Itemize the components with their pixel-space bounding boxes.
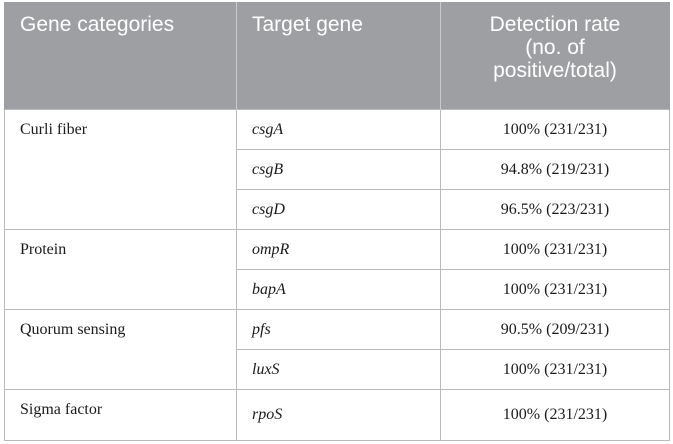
header-row: Gene categories Target gene Detection ra… [4, 2, 670, 110]
category-cell: Protein [4, 229, 237, 310]
rate-cell: 100% (231/231) [440, 109, 670, 150]
gene-cell: csgA [236, 109, 441, 150]
rate-cell: 100% (231/231) [440, 389, 670, 441]
category-cell: Quorum sensing [4, 309, 237, 390]
table-row: luxS 100% (231/231) [5, 349, 670, 390]
header-detection-rate: Detection rate (no. of positive/total) [440, 2, 670, 110]
gene-cell: csgB [236, 149, 441, 190]
rate-cell: 100% (231/231) [440, 349, 670, 390]
table-row: Quorum sensing pfs 90.5% (209/231) [4, 309, 670, 390]
gene-cell: bapA [236, 269, 441, 310]
table-row: Sigma factor rpoS 100% (231/231) [4, 389, 670, 441]
rate-cell: 100% (231/231) [440, 269, 670, 310]
gene-cell: pfs [236, 309, 441, 350]
gene-cell: csgD [236, 189, 441, 230]
header-gene-categories: Gene categories [4, 2, 237, 110]
table-row: Protein ompR 100% (231/231) [4, 229, 670, 310]
gene-detection-table: Gene categories Target gene Detection ra… [4, 2, 670, 441]
rate-cell: 94.8% (219/231) [440, 149, 670, 190]
rate-cell: 100% (231/231) [440, 229, 670, 270]
category-cell: Curli fiber [4, 109, 237, 230]
table-row: csgD 96.5% (223/231) [5, 189, 670, 230]
rate-cell: 90.5% (209/231) [440, 309, 670, 350]
table-header: Gene categories Target gene Detection ra… [4, 2, 670, 110]
gene-cell: luxS [236, 349, 441, 390]
table-row: csgB 94.8% (219/231) [5, 149, 670, 190]
gene-cell: ompR [236, 229, 441, 270]
header-detection-rate-line-3: positive/total) [493, 59, 617, 82]
rate-cell: 96.5% (223/231) [440, 189, 670, 230]
header-detection-rate-line-1: Detection rate [489, 13, 621, 36]
header-detection-rate-line-2: (no. of [525, 36, 585, 59]
gene-cell: rpoS [236, 389, 441, 441]
table-row: bapA 100% (231/231) [5, 269, 670, 310]
category-cell: Sigma factor [4, 389, 237, 441]
table-row: Curli fiber csgA 100% (231/231) [4, 109, 670, 230]
header-target-gene: Target gene [236, 2, 441, 110]
table-body: Curli fiber csgA 100% (231/231) csgB 94.… [4, 109, 670, 441]
